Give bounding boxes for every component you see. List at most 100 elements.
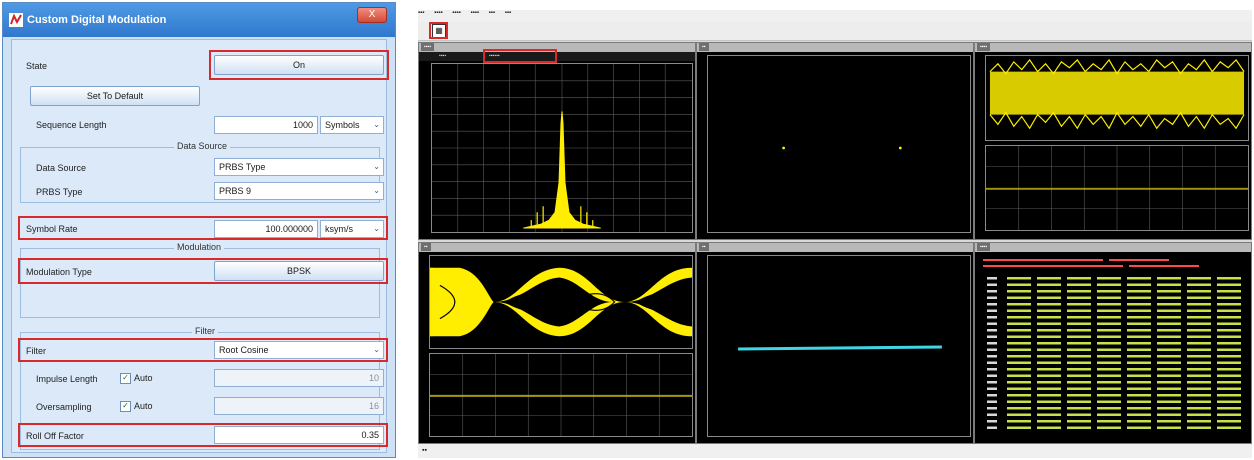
bit-cell xyxy=(1097,342,1121,345)
bit-cell xyxy=(1187,362,1211,365)
bit-cell xyxy=(1067,414,1091,417)
bit-cell xyxy=(1217,277,1241,280)
modulation-section-title: Modulation xyxy=(174,242,224,252)
bit-cell xyxy=(1007,336,1031,339)
sequence-length-unit-select[interactable]: Symbols ⌄ xyxy=(320,116,384,134)
bit-cell xyxy=(1067,388,1091,391)
sequence-length-input[interactable]: 1000 xyxy=(214,116,318,134)
panel-tab[interactable]: ▪▪▪▪ xyxy=(977,243,990,251)
bit-cell xyxy=(1007,284,1031,287)
eye-diagram-panel: ▪▪ xyxy=(418,242,696,444)
impulse-auto-label: Auto xyxy=(134,373,153,383)
menu-item[interactable]: ▪▪▪▪ xyxy=(434,10,443,16)
bit-cell xyxy=(1037,427,1061,430)
bit-cell xyxy=(1037,277,1061,280)
bit-cell xyxy=(1217,316,1241,319)
bit-cell xyxy=(1157,414,1181,417)
bit-cell xyxy=(1217,368,1241,371)
bit-cell xyxy=(1067,310,1091,313)
data-source-select[interactable]: PRBS Type ⌄ xyxy=(214,158,384,176)
bit-cell xyxy=(1217,297,1241,300)
bit-cell xyxy=(1097,388,1121,391)
roll-off-factor-input[interactable]: 0.35 xyxy=(214,426,384,444)
panel-tab[interactable]: ▪▪▪▪ xyxy=(977,43,990,51)
bit-cell xyxy=(1217,420,1241,423)
bit-cell xyxy=(1007,349,1031,352)
eye-phase-svg xyxy=(430,354,692,436)
bit-cell xyxy=(1067,277,1091,280)
bit-cell xyxy=(1007,323,1031,326)
panel-tab[interactable]: ▪▪ xyxy=(699,43,709,51)
vector-panel: ▪▪ xyxy=(696,242,974,444)
panel-titlebar: ▪▪ xyxy=(419,243,695,252)
prbs-type-label: PRBS Type xyxy=(36,187,82,197)
menu-item[interactable]: ▪▪▪ xyxy=(489,10,495,16)
bit-cell xyxy=(1217,310,1241,313)
impulse-length-input[interactable]: 10 xyxy=(214,369,384,387)
bit-cell xyxy=(1097,277,1121,280)
bit-cell xyxy=(1187,368,1211,371)
bit-cell xyxy=(1127,284,1151,287)
row-index xyxy=(987,355,997,358)
bit-cell xyxy=(1097,284,1121,287)
bit-cell xyxy=(1187,323,1211,326)
bit-cell xyxy=(1037,414,1061,417)
impulse-auto-checkbox[interactable]: ✓ Auto xyxy=(120,373,153,384)
set-to-default-button[interactable]: Set To Default xyxy=(30,86,200,106)
bit-cell xyxy=(1217,375,1241,378)
bit-cell xyxy=(1127,401,1151,404)
menu-item[interactable]: ▪▪▪▪ xyxy=(452,10,461,16)
row-index xyxy=(987,284,997,287)
panel-tab[interactable]: ▪▪▪▪ xyxy=(421,43,434,51)
bit-cell xyxy=(1127,310,1151,313)
bit-cell xyxy=(1007,355,1031,358)
bit-cell xyxy=(1097,414,1121,417)
panel-titlebar: ▪▪▪▪ xyxy=(975,43,1251,52)
bit-cell xyxy=(1097,375,1121,378)
bit-cell xyxy=(1187,336,1211,339)
row-index xyxy=(987,427,997,430)
row-index xyxy=(987,310,997,313)
bit-cell xyxy=(1127,336,1151,339)
bit-cell xyxy=(1217,349,1241,352)
menu-item[interactable]: ▪▪▪▪ xyxy=(470,10,479,16)
menu-item[interactable]: ▪▪▪ xyxy=(418,10,424,16)
bit-cell xyxy=(1067,368,1091,371)
vector-svg xyxy=(708,256,970,436)
panel-tab[interactable]: ▪▪ xyxy=(699,243,709,251)
row-index xyxy=(987,362,997,365)
panel-tab[interactable]: ▪▪ xyxy=(421,243,431,251)
oversampling-auto-checkbox[interactable]: ✓ Auto xyxy=(120,401,153,412)
modulation-type-button[interactable]: BPSK xyxy=(214,261,384,281)
bit-cell xyxy=(1097,394,1121,397)
dialog-title: Custom Digital Modulation xyxy=(27,14,166,26)
bit-cell xyxy=(1217,394,1241,397)
prbs-type-select[interactable]: PRBS 9 ⌄ xyxy=(214,182,384,200)
oversampling-input[interactable]: 16 xyxy=(214,397,384,415)
bit-cell xyxy=(1127,420,1151,423)
state-on-button[interactable]: On xyxy=(214,55,384,75)
symbol-rate-input[interactable]: 100.000000 xyxy=(214,220,318,238)
bit-cell xyxy=(1037,388,1061,391)
spectrum-svg xyxy=(432,64,692,232)
bit-cell xyxy=(1187,394,1211,397)
bit-cell xyxy=(1067,375,1091,378)
bit-cell xyxy=(1097,336,1121,339)
bit-cell xyxy=(1187,277,1211,280)
row-index xyxy=(987,277,997,280)
bit-cell xyxy=(1037,284,1061,287)
phase-plot xyxy=(985,145,1249,231)
symbol-rate-unit-select[interactable]: ksym/s ⌄ xyxy=(320,220,384,238)
bit-cell xyxy=(1127,394,1151,397)
bit-cell xyxy=(1007,316,1031,319)
symbol-rate-unit-value: ksym/s xyxy=(325,224,353,234)
spectrum-panel: ▪▪▪▪ ▪▪▪▪ ▪▪▪▪▪▪ xyxy=(418,42,696,240)
subtab[interactable]: ▪▪▪▪ xyxy=(439,53,446,59)
menu-item[interactable]: ▪▪▪ xyxy=(505,10,511,16)
close-button[interactable]: X xyxy=(357,7,387,23)
filter-select[interactable]: Root Cosine ⌄ xyxy=(214,341,384,359)
bit-cell xyxy=(1037,394,1061,397)
bit-cell xyxy=(1127,381,1151,384)
bit-cell xyxy=(1037,381,1061,384)
bit-table-view xyxy=(979,255,1249,437)
